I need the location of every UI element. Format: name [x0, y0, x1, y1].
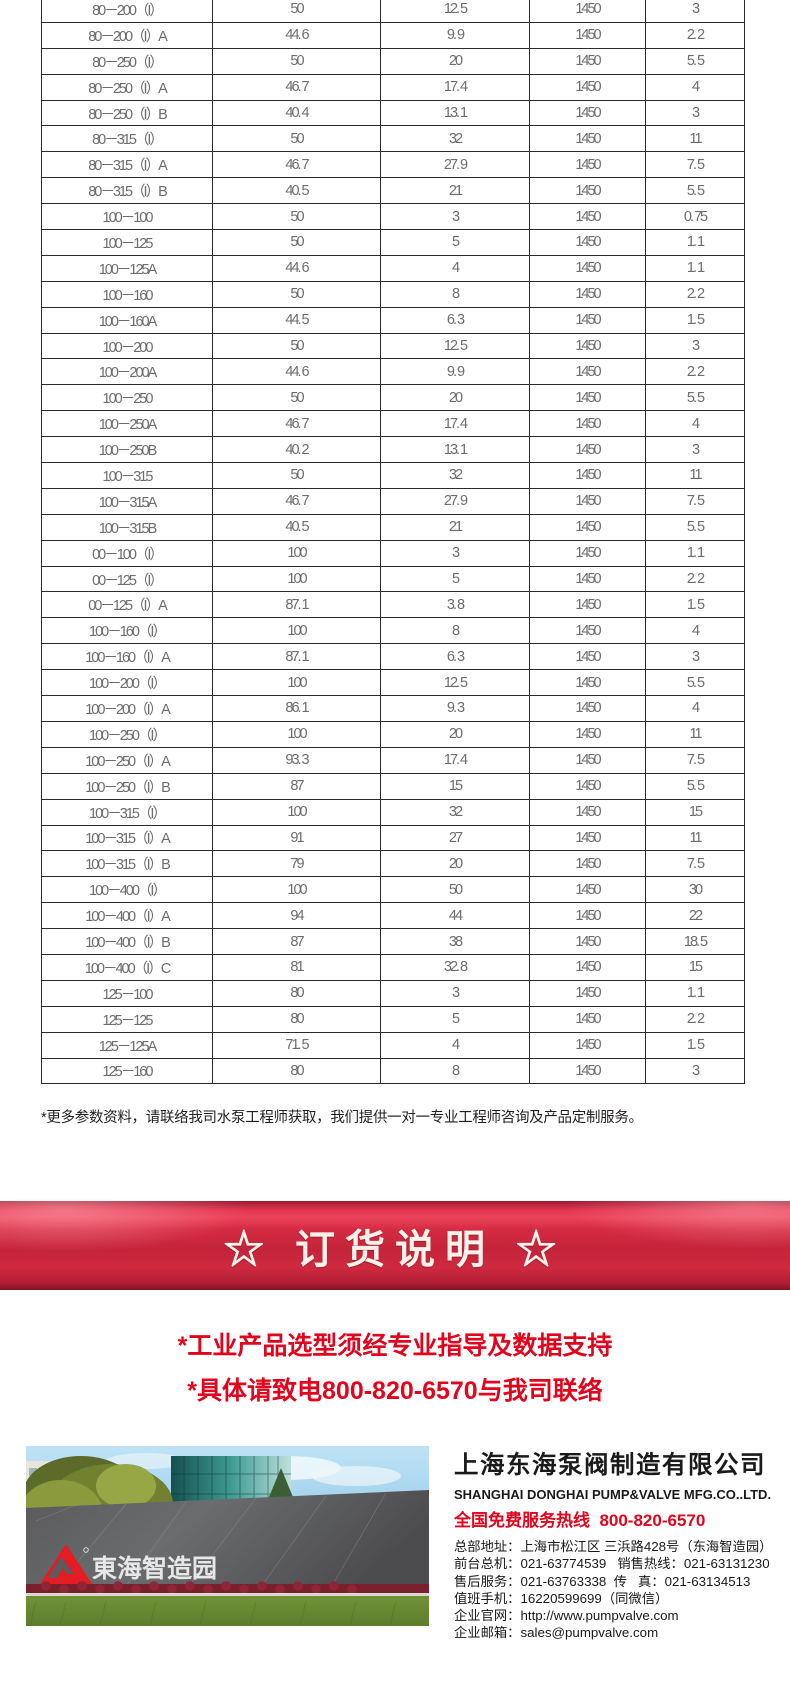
svg-text:東海智造园: 東海智造园: [92, 1554, 217, 1583]
